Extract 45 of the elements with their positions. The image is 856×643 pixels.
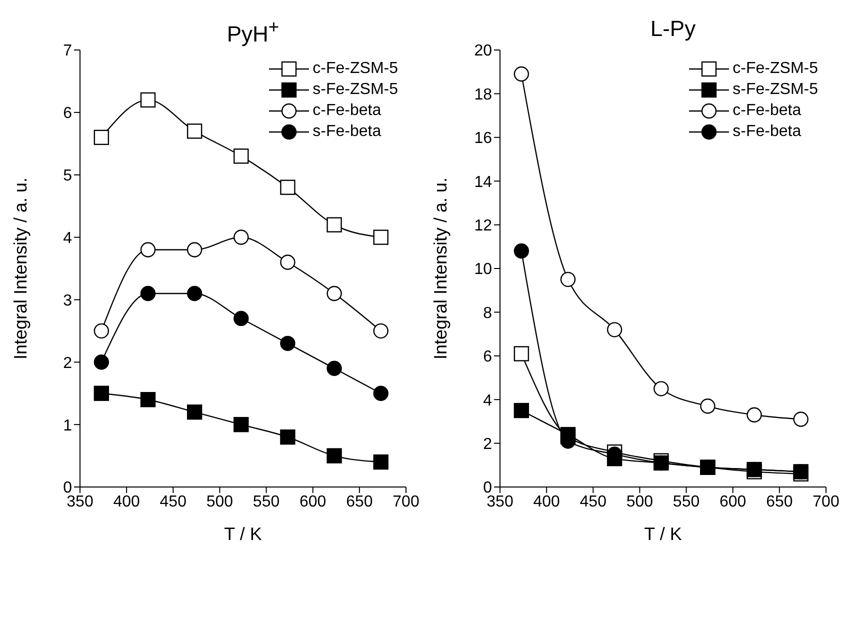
y-tick-label: 14	[474, 174, 492, 191]
y-tick-label: 12	[474, 217, 492, 234]
x-tick-label: 700	[812, 493, 840, 510]
x-tick-label: 400	[533, 493, 560, 510]
y-tick-label: 2	[483, 436, 492, 453]
x-tick-label: 600	[300, 493, 326, 510]
y-axis-title: Integral Intensity / a. u.	[430, 177, 450, 360]
x-tick-label: 500	[626, 493, 654, 510]
x-tick-label: 550	[252, 493, 280, 510]
y-tick-label: 6	[63, 105, 72, 122]
chart-title: L-Py	[649, 16, 697, 42]
y-tick-label: 16	[474, 130, 492, 148]
x-tick-label: 650	[766, 493, 793, 510]
legend-label: c-Fe-beta	[732, 102, 802, 120]
y-tick-label: 10	[474, 261, 492, 278]
x-tick-label: 400	[113, 493, 140, 510]
y-tick-label: 2	[63, 354, 72, 372]
x-tick-label: 500	[206, 493, 234, 510]
y-axis-title: Integral Intensity / a. u.	[10, 177, 30, 360]
x-tick-label: 700	[392, 493, 420, 510]
y-tick-label: 4	[63, 230, 72, 247]
y-tick-label: 20	[474, 42, 492, 60]
x-tick-label: 650	[346, 493, 373, 510]
legend-label: s-Fe-ZSM-5	[732, 80, 818, 98]
legend-label: c-Fe-beta	[312, 102, 382, 120]
y-tick-label: 5	[63, 168, 72, 185]
y-tick-label: 1	[63, 417, 72, 434]
legend-label: c-Fe-ZSM-5	[312, 60, 398, 78]
x-axis-title: T / K	[224, 524, 262, 544]
x-tick-label: 450	[160, 493, 187, 510]
y-tick-label: 4	[483, 392, 492, 410]
legend-label: s-Fe-beta	[312, 122, 382, 140]
y-tick-label: 18	[474, 86, 492, 104]
y-tick-label: 3	[63, 292, 72, 310]
y-tick-label: 6	[483, 348, 492, 366]
y-tick-label: 7	[63, 42, 72, 60]
x-tick-label: 550	[672, 493, 700, 510]
legend-label: s-Fe-ZSM-5	[312, 80, 398, 98]
chart-title: PyH$^{+}$	[226, 16, 280, 48]
x-tick-label: 600	[720, 493, 746, 510]
x-axis-title: T / K	[644, 524, 682, 544]
legend-label: s-Fe-beta	[732, 122, 802, 140]
y-tick-label: 8	[483, 304, 492, 322]
legend-label: c-Fe-ZSM-5	[732, 60, 818, 78]
x-tick-label: 450	[580, 493, 607, 510]
